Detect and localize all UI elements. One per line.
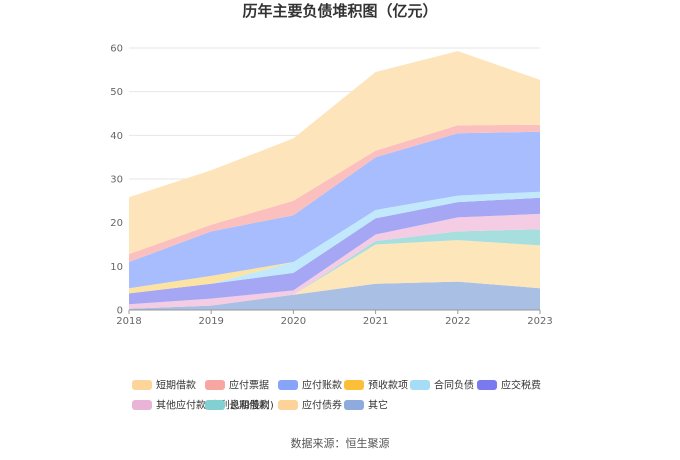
y-tick-label: 30	[110, 175, 123, 186]
x-tick-label: 2021	[363, 316, 388, 327]
legend-item[interactable]: 应交税费	[477, 379, 541, 392]
series-area-2	[129, 229, 540, 309]
legend-label: 合同负债	[434, 379, 474, 392]
legend-swatch	[205, 380, 225, 390]
legend-swatch	[344, 380, 364, 390]
y-tick-label: 10	[110, 262, 123, 273]
y-tick-label: 60	[110, 44, 123, 55]
y-tick-label: 20	[110, 218, 123, 229]
legend-swatch	[132, 380, 152, 390]
legend-swatch	[410, 380, 430, 390]
axes: 0 10 20 30 40 50 60 2018 2019 2020 2021 2022 2023	[110, 44, 552, 328]
legend-swatch	[278, 380, 298, 390]
legend-swatch	[132, 400, 152, 410]
series-area-7	[129, 131, 540, 289]
legend-item[interactable]: 应付债券	[278, 399, 342, 412]
legend-label: 应付票据	[229, 379, 269, 392]
series-area-9	[129, 51, 540, 255]
legend-item[interactable]: 其它	[344, 399, 388, 412]
legend: 短期借款应付票据应付账款预收款项合同负债应交税费其他应付款(含利息和股利)长期借…	[132, 379, 541, 412]
y-tick-label: 0	[117, 306, 123, 317]
y-tick-label: 40	[110, 131, 123, 142]
legend-label: 短期借款	[156, 379, 196, 392]
legend-item[interactable]: 短期借款	[132, 379, 196, 392]
x-tick-label: 2018	[116, 316, 141, 327]
series-area-6	[129, 191, 540, 294]
legend-item[interactable]: 应付账款	[278, 379, 342, 392]
legend-swatch	[477, 380, 497, 390]
legend-swatch	[278, 400, 298, 410]
areas	[129, 51, 540, 310]
x-tick-label: 2019	[198, 316, 223, 327]
x-tick-label: 2020	[281, 316, 306, 327]
data-source: 数据来源：恒生聚源	[291, 436, 390, 450]
series-area-4	[129, 197, 540, 305]
legend-swatch	[344, 400, 364, 410]
legend-label: 应交税费	[501, 379, 541, 392]
x-tick-label: 2023	[527, 316, 552, 327]
legend-label: 应付账款	[302, 379, 342, 392]
legend-item[interactable]: 应付票据	[205, 379, 269, 392]
legend-label: 预收款项	[368, 379, 408, 392]
series-area-3	[129, 213, 540, 309]
legend-label: 其它	[368, 399, 388, 412]
legend-label: 长期借款	[229, 399, 269, 412]
series-area-0	[129, 281, 540, 310]
chart-title: 历年主要负债堆积图（亿元）	[242, 2, 437, 20]
legend-item[interactable]: 预收款项	[344, 379, 408, 392]
y-tick-label: 50	[110, 87, 123, 98]
x-tick-label: 2022	[445, 316, 470, 327]
legend-label: 应付债券	[302, 399, 342, 412]
legend-item[interactable]: 长期借款	[205, 399, 269, 412]
legend-item[interactable]: 合同负债	[410, 379, 474, 392]
series-area-1	[129, 240, 540, 309]
series-area-5	[129, 191, 540, 294]
legend-swatch	[205, 400, 225, 410]
